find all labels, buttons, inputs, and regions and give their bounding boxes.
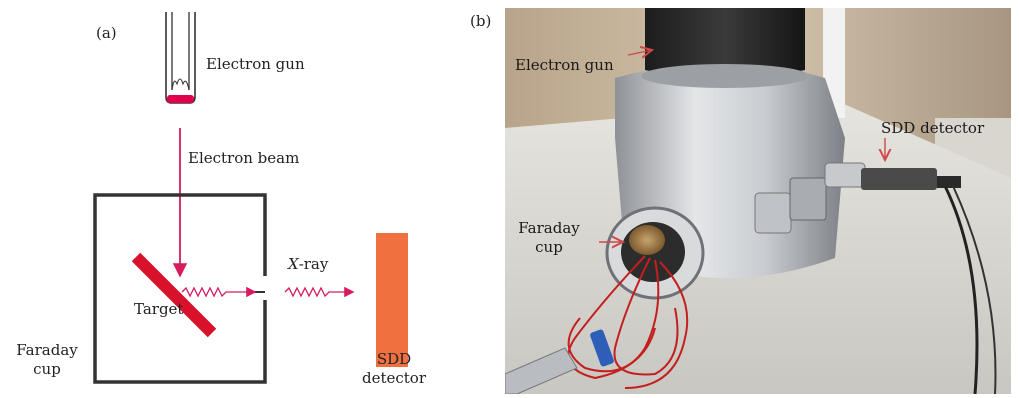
target-label: Target [134,300,184,318]
photo-faraday-line2: cup [535,238,563,256]
electron-gun-pointer [627,50,652,55]
apparatus-illustration [505,8,1011,394]
apparatus-photo: Electron gun SDD detector Faraday cup [505,8,1011,394]
sdd-connector [937,176,961,188]
sdd-detector-body [861,168,937,190]
xray-wave-outer [284,286,355,298]
photo-sdd-detector-label: SDD detector [881,119,985,137]
sdd-detector-label-line2: detector [361,369,426,387]
sdd-cable [943,185,979,394]
sdd-flange [824,162,866,188]
side-port [754,192,792,234]
schematic-diagram [93,12,408,384]
photo-electron-gun-label: Electron gun [515,56,614,74]
panel-b-tag: (b) [470,12,492,30]
electron-beam-label: Electron beam [188,149,300,167]
gun-column [645,8,805,79]
faraday-cup-label-line2: cup [33,360,61,378]
blue-tag [590,329,614,367]
sdd-detector-block [376,233,408,367]
xray-suffix: -ray [298,255,329,273]
sdd-detector-label-line1: SDD [376,350,412,368]
port-box [789,177,827,221]
faraday-cup-body [629,225,665,255]
faraday-cup-label-line1: Faraday [16,341,78,359]
electron-gun-label: Electron gun [206,55,305,73]
xray-label: X-ray [288,255,328,273]
photo-faraday-cup-label: Faraday cup [511,219,587,257]
sdd-cable-2 [952,185,997,394]
gun-tip [167,95,194,103]
xray-wave-inner [181,286,257,298]
schematic-panel: (a) Electron gun Electron beam X-ray Tar… [0,0,470,394]
faraday-cup-label: Faraday cup [6,341,88,379]
aluminium-rail [505,347,578,394]
column-flange [641,64,809,88]
xray-italic: X [288,255,299,273]
red-wires [567,255,689,389]
photo-faraday-line1: Faraday [518,219,580,237]
target-plate [131,252,217,338]
faraday-cup-chamber [93,193,267,384]
electron-gun-icon [165,12,196,104]
panel-a-tag: (a) [96,24,117,42]
sdd-detector-label: SDD detector [354,350,434,388]
